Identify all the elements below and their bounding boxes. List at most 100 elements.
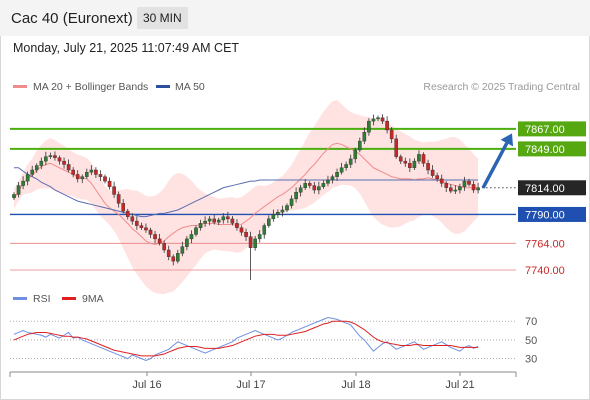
- candle-body: [239, 227, 244, 233]
- legend-swatch-ma50: [156, 85, 170, 88]
- level-lines: [10, 127, 516, 271]
- candle-body: [298, 187, 303, 193]
- candle-body: [280, 209, 285, 213]
- price-tag-bg-0: [518, 121, 586, 137]
- candle-body: [471, 184, 476, 191]
- timeframe-badge[interactable]: 30 MIN: [137, 7, 188, 29]
- candle-body: [221, 216, 226, 221]
- candle-body: [462, 180, 467, 187]
- price-tag-0: 7867.00: [525, 124, 565, 136]
- candle-body: [212, 218, 217, 223]
- candle-body: [153, 234, 157, 240]
- candle-body: [371, 118, 376, 122]
- candle-body: [289, 198, 294, 206]
- candle-body: [449, 187, 453, 192]
- candle-body: [16, 185, 21, 195]
- candle-body: [112, 186, 116, 195]
- candle-body: [312, 185, 317, 191]
- candle-body: [412, 160, 417, 168]
- rsi-ma-line: [13, 320, 479, 357]
- candle-body: [21, 180, 25, 186]
- candle-body: [98, 174, 103, 177]
- candle-body: [335, 172, 339, 177]
- datetime-label: Monday, July 21, 2025 11:07:49 AM CET: [13, 41, 240, 55]
- candle-body: [198, 223, 203, 228]
- candle-body: [34, 165, 39, 171]
- candle-body: [303, 183, 308, 188]
- candle-body: [121, 203, 125, 212]
- candle-body: [307, 183, 312, 186]
- x-axis-label-3: Jul 21: [445, 379, 474, 391]
- rsi-tick-label: 50: [525, 335, 537, 347]
- candle-body: [130, 216, 135, 222]
- candle-body: [89, 169, 94, 173]
- price-tag-bg-1: [518, 141, 586, 157]
- candle-body: [421, 154, 426, 164]
- candle-body: [207, 218, 212, 222]
- header-bar: Cac 40 (Euronext) 30 MIN: [0, 0, 590, 36]
- candle-body: [362, 132, 367, 142]
- legend-label-rsi: RSI: [33, 293, 51, 305]
- price-tag-bg-3: [518, 206, 586, 222]
- price-tag-1: 7849.00: [525, 144, 565, 156]
- x-axis-label-2: Jul 18: [341, 379, 370, 391]
- candle-body: [39, 160, 44, 166]
- candle-body: [84, 172, 89, 177]
- legend-swatch-rsi: [13, 297, 27, 300]
- candle-body: [430, 169, 435, 176]
- candle-body: [317, 186, 321, 191]
- candle-body: [180, 246, 185, 254]
- candle-body: [107, 180, 112, 187]
- candle-body: [144, 227, 148, 231]
- candle-body: [467, 180, 471, 185]
- candle-body: [367, 120, 371, 133]
- moving-averages: [13, 142, 479, 245]
- legend-swatch-rsi-ma: [62, 297, 76, 300]
- candle-body: [194, 227, 198, 235]
- candle-body: [25, 174, 30, 182]
- candle-body: [426, 163, 430, 171]
- candle-body: [262, 225, 267, 235]
- price-tag-4: 7764.00: [525, 238, 565, 250]
- forecast-arrow: [481, 133, 514, 189]
- candle-body: [139, 225, 144, 228]
- candle-body: [135, 220, 139, 226]
- candle-body: [48, 155, 53, 157]
- candle-body: [257, 234, 262, 240]
- legend-label-ma50: MA 50: [175, 81, 205, 93]
- forecast-arrow-head: [500, 133, 514, 147]
- x-axis-label-1: Jul 17: [236, 379, 265, 391]
- candle-body: [148, 229, 153, 235]
- candle-body: [380, 117, 385, 122]
- candle-body: [453, 189, 458, 192]
- candle-body: [162, 243, 166, 251]
- candle-body: [271, 214, 276, 220]
- candle-body: [353, 149, 358, 160]
- ma20-line: [13, 142, 479, 245]
- candle-body: [326, 179, 330, 184]
- price-tag-bg-2: [518, 180, 586, 196]
- candle-body: [348, 158, 353, 165]
- rsi-line: [13, 316, 479, 362]
- candle-body: [175, 253, 180, 262]
- candle-body: [244, 232, 248, 237]
- candle-body: [253, 238, 257, 248]
- candle-body: [276, 212, 280, 215]
- candle-body: [75, 174, 80, 180]
- candle-body: [53, 155, 57, 158]
- candle-body: [12, 194, 16, 198]
- candle-body: [80, 176, 85, 180]
- level-labels: 7867.00 7849.00 7814.00 7790.00 7764.00 7740.…: [518, 121, 586, 277]
- candle-body: [458, 186, 462, 191]
- candle-body: [398, 156, 403, 162]
- candle-body: [385, 120, 389, 131]
- price-tag-2: 7814.00: [525, 183, 565, 195]
- legend-label-rsi-ma: 9MA: [82, 293, 104, 305]
- ma50-line: [14, 167, 479, 218]
- candle-body: [125, 210, 130, 217]
- candle-body: [476, 187, 480, 191]
- candle-body: [285, 205, 289, 211]
- candle-body: [216, 219, 221, 223]
- legend-swatch-ma20: [13, 85, 27, 88]
